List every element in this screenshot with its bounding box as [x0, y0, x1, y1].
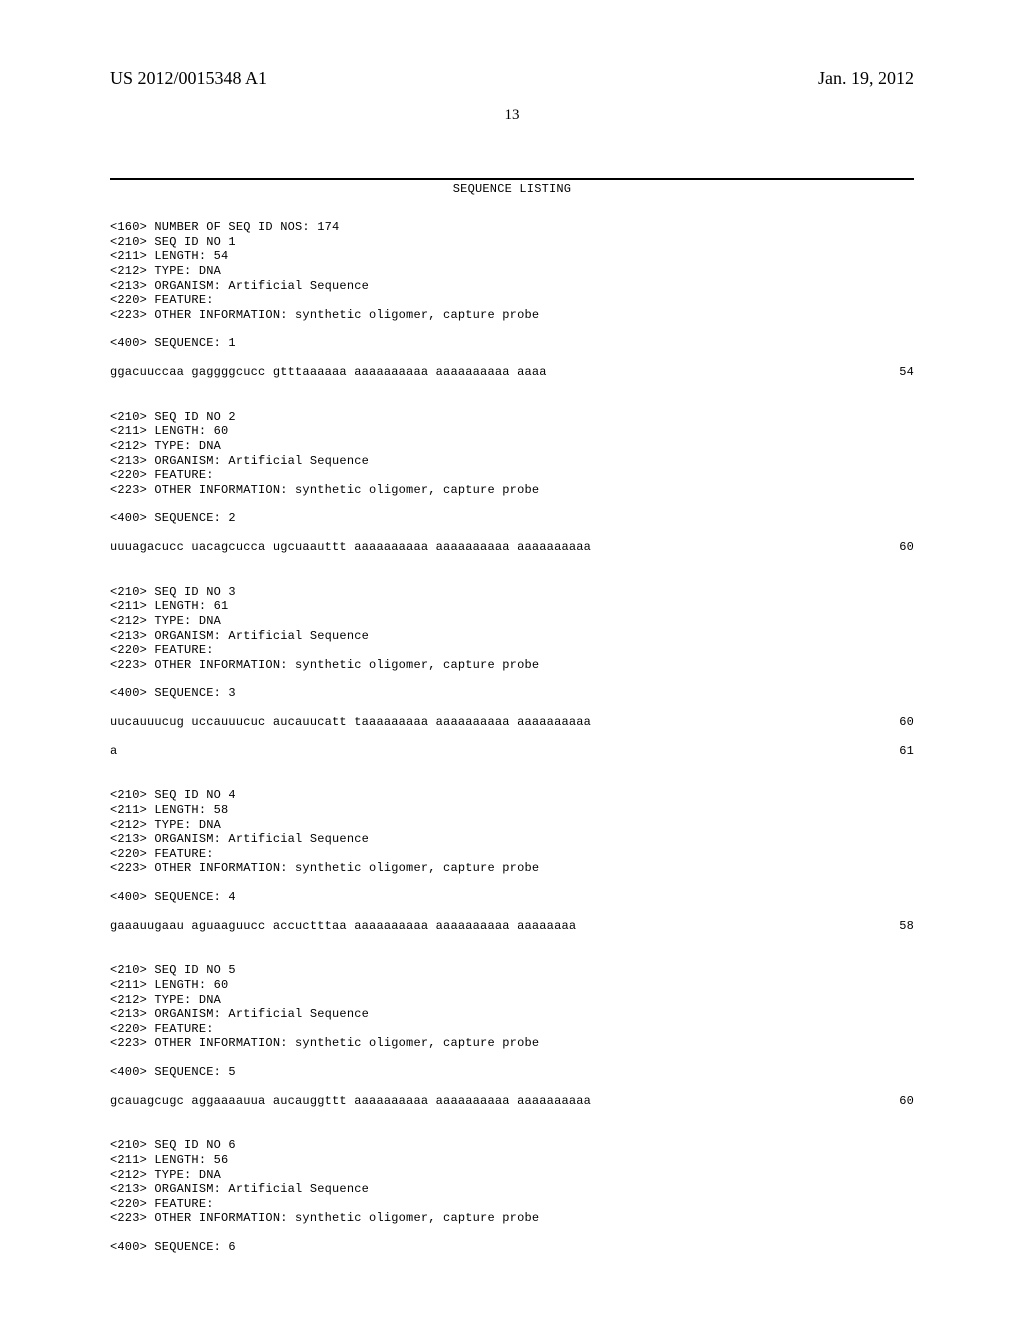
spacer: [110, 672, 914, 686]
spacer: [110, 1080, 914, 1094]
sequence-meta-line: <212> TYPE: DNA: [110, 993, 914, 1008]
sequence-meta-line: <212> TYPE: DNA: [110, 614, 914, 629]
sequence-meta-line: <210> SEQ ID NO 6: [110, 1138, 914, 1153]
publication-number: US 2012/0015348 A1: [110, 68, 267, 89]
sequence-meta-line: <213> ORGANISM: Artificial Sequence: [110, 454, 914, 469]
sequence-text: a: [110, 744, 117, 759]
sequence-row: uuuagacucc uacagcucca ugcuaauttt aaaaaaa…: [110, 540, 914, 555]
sequence-meta-line: <213> ORGANISM: Artificial Sequence: [110, 1007, 914, 1022]
sequence-position-number: 54: [854, 365, 914, 380]
sequence-meta-line: <211> LENGTH: 61: [110, 599, 914, 614]
sequence-meta-line: <211> LENGTH: 56: [110, 1153, 914, 1168]
spacer: [110, 933, 914, 947]
sequence-entry: <210> SEQ ID NO 2<211> LENGTH: 60<212> T…: [110, 410, 914, 555]
spacer: [110, 758, 914, 772]
sequence-row: gaaauugaau aguaaguucc accuctttaa aaaaaaa…: [110, 919, 914, 934]
sequence-meta-line: <210> SEQ ID NO 5: [110, 963, 914, 978]
sequence-meta-line: <220> FEATURE:: [110, 1022, 914, 1037]
spacer: [110, 1108, 914, 1122]
num-seq-ids-line: <160> NUMBER OF SEQ ID NOS: 174: [110, 220, 914, 235]
spacer: [110, 701, 914, 715]
sequence-entries: <210> SEQ ID NO 1<211> LENGTH: 54<212> T…: [110, 235, 914, 1255]
sequence-meta-line: <220> FEATURE:: [110, 468, 914, 483]
sequence-meta-line: <212> TYPE: DNA: [110, 1168, 914, 1183]
sequence-row: uucauuucug uccauuucuc aucauucatt taaaaaa…: [110, 715, 914, 730]
spacer: [110, 380, 914, 394]
sequence-position-number: 60: [854, 1094, 914, 1109]
spacer: [110, 876, 914, 890]
spacer: [110, 351, 914, 365]
page-header: US 2012/0015348 A1 Jan. 19, 2012: [110, 68, 914, 89]
sequence-position-number: 58: [854, 919, 914, 934]
sequence-listing-title: SEQUENCE LISTING: [110, 182, 914, 196]
sequence-text: uucauuucug uccauuucuc aucauucatt taaaaaa…: [110, 715, 591, 730]
sequence-position-number: 60: [854, 540, 914, 555]
sequence-meta-line: <220> FEATURE:: [110, 643, 914, 658]
sequence-row: a 61: [110, 744, 914, 759]
sequence-meta-line: <211> LENGTH: 60: [110, 424, 914, 439]
spacer: [110, 1226, 914, 1240]
sequence-meta-line: <223> OTHER INFORMATION: synthetic oligo…: [110, 308, 914, 323]
sequence-meta-line: <210> SEQ ID NO 3: [110, 585, 914, 600]
sequence-meta-line: <211> LENGTH: 60: [110, 978, 914, 993]
spacer: [110, 497, 914, 511]
sequence-meta-line: <211> LENGTH: 58: [110, 803, 914, 818]
sequence-meta-line: <213> ORGANISM: Artificial Sequence: [110, 629, 914, 644]
sequence-meta-line: <220> FEATURE:: [110, 293, 914, 308]
sequence-entry: <210> SEQ ID NO 1<211> LENGTH: 54<212> T…: [110, 235, 914, 380]
spacer: [110, 730, 914, 744]
sequence-meta-line: <212> TYPE: DNA: [110, 439, 914, 454]
sequence-entry: <210> SEQ ID NO 5<211> LENGTH: 60<212> T…: [110, 963, 914, 1108]
sequence-row: gcauagcugc aggaaaauua aucauggttt aaaaaaa…: [110, 1094, 914, 1109]
sequence-text: ggacuuccaa gaggggcucc gtttaaaaaa aaaaaaa…: [110, 365, 547, 380]
sequence-meta-line: <212> TYPE: DNA: [110, 264, 914, 279]
sequence-meta-line: <223> OTHER INFORMATION: synthetic oligo…: [110, 1211, 914, 1226]
top-rule: [110, 178, 914, 180]
sequence-meta-line: <210> SEQ ID NO 2: [110, 410, 914, 425]
sequence-position-number: 60: [854, 715, 914, 730]
sequence-meta-line: <212> TYPE: DNA: [110, 818, 914, 833]
sequence-position-number: 61: [854, 744, 914, 759]
spacer: [110, 905, 914, 919]
spacer: [110, 322, 914, 336]
sequence-meta-line: <213> ORGANISM: Artificial Sequence: [110, 279, 914, 294]
sequence-row: ggacuuccaa gaggggcucc gtttaaaaaa aaaaaaa…: [110, 365, 914, 380]
sequence-meta-line: <223> OTHER INFORMATION: synthetic oligo…: [110, 483, 914, 498]
spacer: [110, 1051, 914, 1065]
spacer: [110, 555, 914, 569]
sequence-text: uuuagacucc uacagcucca ugcuaauttt aaaaaaa…: [110, 540, 591, 555]
sequence-meta-line: <223> OTHER INFORMATION: synthetic oligo…: [110, 1036, 914, 1051]
page-number: 13: [110, 107, 914, 124]
sequence-meta-line: <213> ORGANISM: Artificial Sequence: [110, 1182, 914, 1197]
sequence-meta-line: <210> SEQ ID NO 4: [110, 788, 914, 803]
sequence-label-line: <400> SEQUENCE: 1: [110, 336, 914, 351]
sequence-meta-line: <223> OTHER INFORMATION: synthetic oligo…: [110, 658, 914, 673]
page-container: US 2012/0015348 A1 Jan. 19, 2012 13 SEQU…: [0, 0, 1024, 1320]
sequence-label-line: <400> SEQUENCE: 2: [110, 511, 914, 526]
sequence-meta-line: <220> FEATURE:: [110, 1197, 914, 1212]
sequence-text: gaaauugaau aguaaguucc accuctttaa aaaaaaa…: [110, 919, 576, 934]
sequence-meta-line: <223> OTHER INFORMATION: synthetic oligo…: [110, 861, 914, 876]
sequence-meta-line: <220> FEATURE:: [110, 847, 914, 862]
sequence-meta-line: <211> LENGTH: 54: [110, 249, 914, 264]
sequence-meta-line: <210> SEQ ID NO 1: [110, 235, 914, 250]
sequence-meta-line: <213> ORGANISM: Artificial Sequence: [110, 832, 914, 847]
sequence-label-line: <400> SEQUENCE: 3: [110, 686, 914, 701]
sequence-entry: <210> SEQ ID NO 6<211> LENGTH: 56<212> T…: [110, 1138, 914, 1254]
sequence-text: gcauagcugc aggaaaauua aucauggttt aaaaaaa…: [110, 1094, 591, 1109]
publication-date: Jan. 19, 2012: [818, 68, 914, 89]
spacer: [110, 526, 914, 540]
sequence-label-line: <400> SEQUENCE: 5: [110, 1065, 914, 1080]
sequence-entry: <210> SEQ ID NO 3<211> LENGTH: 61<212> T…: [110, 585, 914, 759]
sequence-label-line: <400> SEQUENCE: 4: [110, 890, 914, 905]
sequence-entry: <210> SEQ ID NO 4<211> LENGTH: 58<212> T…: [110, 788, 914, 933]
sequence-label-line: <400> SEQUENCE: 6: [110, 1240, 914, 1255]
